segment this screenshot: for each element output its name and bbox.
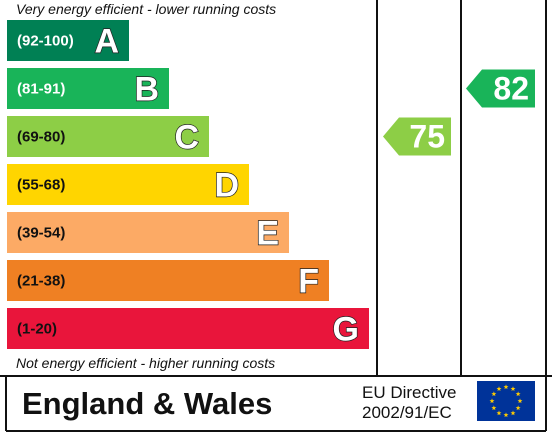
bottom-caption: Not energy efficient - higher running co…: [16, 355, 275, 371]
band-bar-a: [7, 20, 129, 61]
country-label: England & Wales: [22, 386, 272, 421]
band-bar-e: [7, 212, 289, 253]
current-rating-arrow-shape: [383, 117, 451, 156]
band-bar-f: [7, 260, 329, 301]
rating-arrows: 75 82: [383, 69, 535, 156]
band-letter-a: A: [94, 23, 119, 61]
band-letter-g: G: [333, 311, 359, 349]
band-a: (92-100) A: [7, 20, 129, 61]
band-bar-d: [7, 164, 249, 205]
band-g: (1-20) G: [7, 308, 369, 349]
eu-star-icon: [489, 398, 495, 404]
band-c: (69-80) C: [7, 116, 209, 157]
current-rating-arrow: 75: [383, 117, 451, 156]
eu-star-icon: [510, 410, 516, 416]
directive-line-2: 2002/91/EC: [362, 403, 452, 422]
band-letter-e: E: [256, 215, 279, 253]
eu-star-icon: [503, 412, 509, 418]
eu-star-icon: [496, 410, 502, 416]
band-range-g: (1-20): [17, 321, 57, 338]
rating-bands: (92-100) A (81-91) B (69-80) C (55-68) D (39-54)…: [7, 20, 369, 349]
band-f: (21-38) F: [7, 260, 329, 301]
potential-rating-arrow: 82: [466, 69, 535, 108]
band-letter-c: C: [174, 119, 199, 157]
band-range-f: (21-38): [17, 273, 65, 290]
top-caption: Very energy efficient - lower running co…: [16, 1, 276, 17]
band-bar-b: [7, 68, 169, 109]
eu-flag-icon: [477, 381, 535, 421]
band-letter-d: D: [214, 167, 239, 205]
directive-line-1: EU Directive: [362, 383, 456, 402]
band-range-d: (55-68): [17, 177, 65, 194]
band-range-a: (92-100): [17, 33, 74, 50]
band-bar-g: [7, 308, 369, 349]
eu-star-icon: [515, 405, 521, 411]
eu-star-icon: [491, 391, 497, 397]
eu-star-icon: [517, 398, 523, 404]
band-e: (39-54) E: [7, 212, 289, 253]
eu-star-icon: [510, 386, 516, 391]
potential-rating-arrow-shape: [466, 69, 535, 108]
band-d: (55-68) D: [7, 164, 249, 205]
band-range-e: (39-54): [17, 225, 65, 242]
eu-star-icon: [515, 391, 521, 397]
band-letter-b: B: [134, 71, 159, 109]
band-range-c: (69-80): [17, 129, 65, 146]
current-rating-arrow-value: 75: [409, 119, 445, 155]
band-bar-c: [7, 116, 209, 157]
eu-star-icon: [503, 384, 509, 390]
potential-rating-arrow-value: 82: [493, 71, 529, 107]
eu-star-icon: [491, 405, 497, 411]
band-b: (81-91) B: [7, 68, 169, 109]
eu-star-icon: [496, 386, 502, 391]
band-range-b: (81-91): [17, 81, 65, 98]
band-letter-f: F: [298, 263, 319, 301]
